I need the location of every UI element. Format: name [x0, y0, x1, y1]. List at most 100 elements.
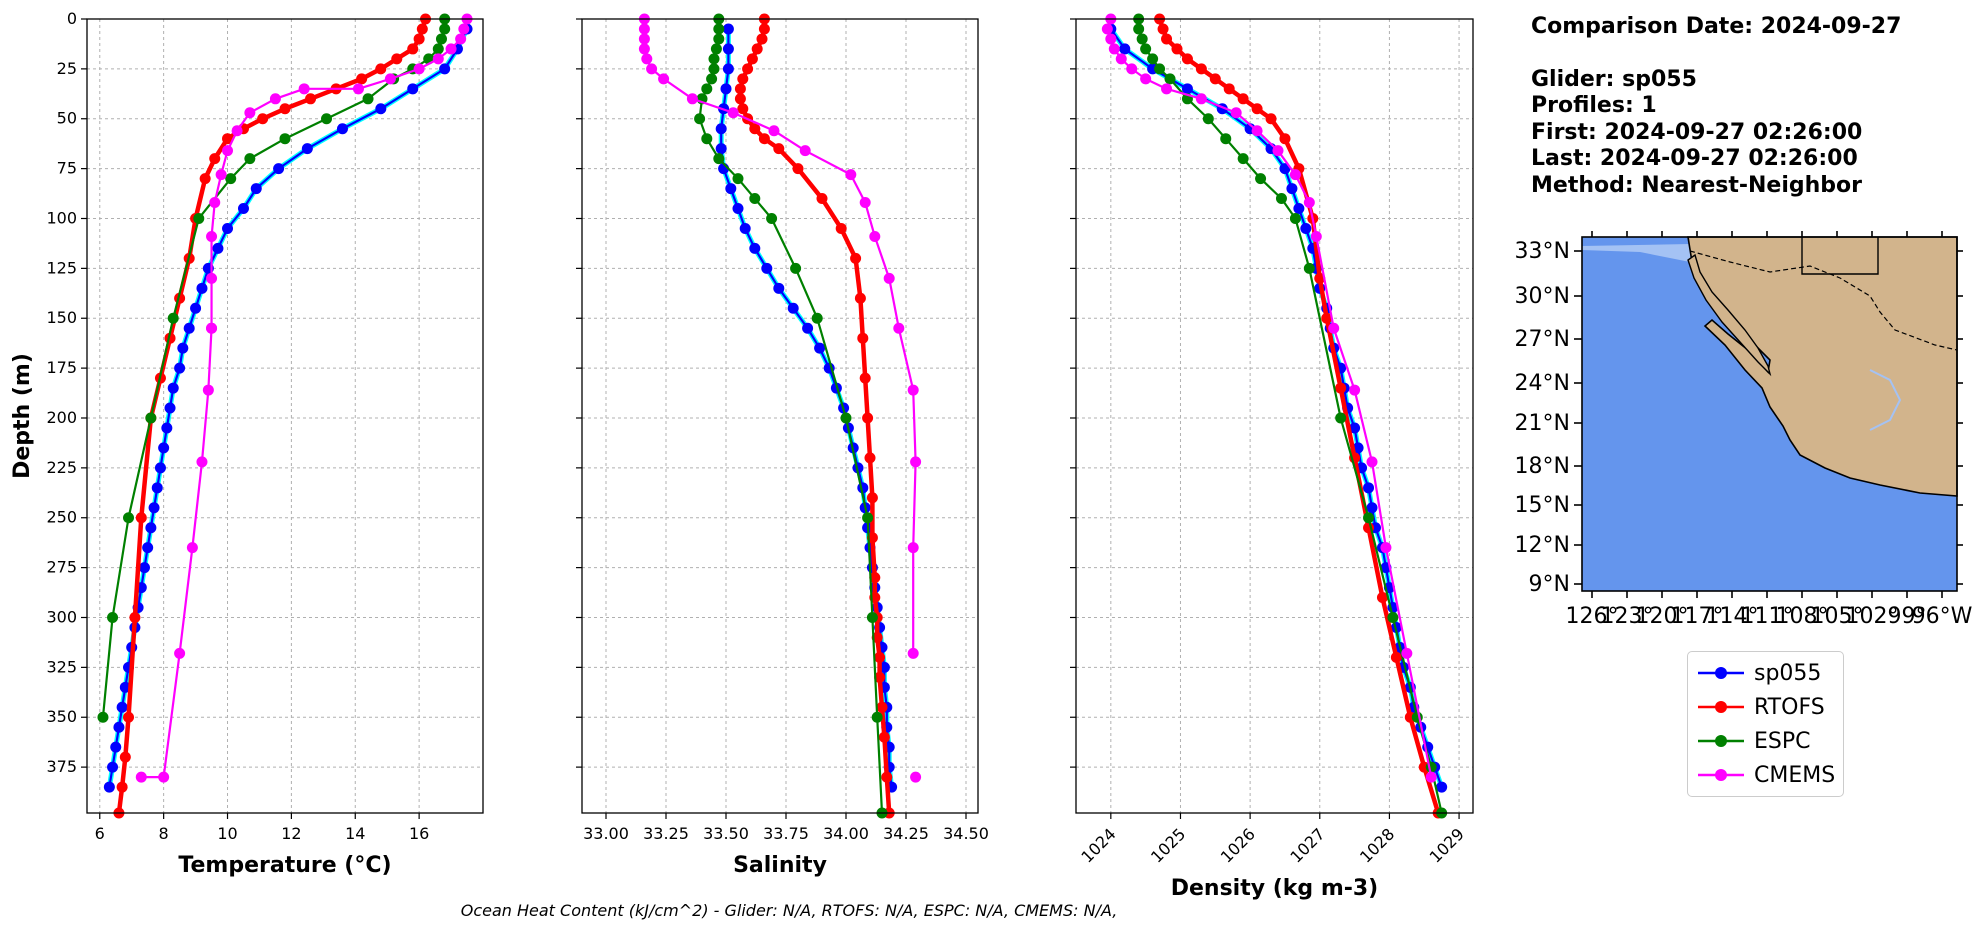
x-tick-label: 1024	[1077, 824, 1119, 866]
series-point	[222, 145, 234, 157]
series-point	[773, 282, 785, 294]
series-point	[1279, 133, 1291, 145]
series-point	[116, 781, 128, 793]
series-point	[840, 412, 852, 424]
series-point	[694, 113, 706, 125]
series-point	[907, 647, 919, 659]
series-point	[742, 63, 754, 75]
series-point	[193, 212, 205, 224]
y-tick-label: 325	[46, 657, 77, 676]
map-lon-label: 117°	[1671, 604, 1724, 629]
series-point	[1286, 183, 1298, 195]
series-point	[413, 63, 425, 75]
series-point	[1303, 262, 1315, 274]
y-tick-label: 275	[46, 558, 77, 577]
x-tick-label: 34.50	[943, 824, 989, 843]
series-point	[799, 145, 811, 157]
series-point	[686, 93, 698, 105]
glider-name: Glider: sp055	[1531, 66, 1697, 92]
series-point	[206, 322, 218, 334]
series-point	[768, 125, 780, 137]
series-point	[237, 203, 249, 215]
series-point	[158, 442, 170, 454]
x-tick-label: 1028	[1356, 824, 1398, 866]
map-lat-label: 9°N	[1529, 572, 1570, 597]
series-point	[658, 73, 670, 85]
series-point	[1328, 322, 1340, 334]
series-point	[1230, 107, 1242, 119]
series-point	[811, 312, 823, 324]
series-point	[708, 63, 720, 75]
series-point	[749, 123, 761, 135]
series-point	[1195, 93, 1207, 105]
x-tick-label: 33.00	[583, 824, 629, 843]
legend-entry-cmems: CMEMS	[1696, 758, 1835, 792]
series-point	[1223, 83, 1235, 95]
map-lon-label: 123°	[1601, 604, 1654, 629]
series-point	[107, 761, 119, 773]
series-point	[1119, 43, 1131, 55]
map-lon-label: 96°W	[1912, 604, 1973, 629]
series-point	[177, 342, 189, 354]
series-point	[445, 43, 457, 55]
series-point	[734, 93, 746, 105]
series-point	[97, 711, 109, 723]
y-tick-label: 350	[46, 707, 77, 726]
y-axis-label: Depth (m)	[10, 353, 35, 479]
series-point	[1314, 272, 1326, 284]
info-box: Comparison Date: 2024-09-27 Glider: sp05…	[1531, 14, 1901, 199]
x-tick-label: 1026	[1217, 824, 1259, 866]
series-point	[792, 163, 804, 175]
series-point	[1126, 63, 1138, 75]
series-point	[1181, 53, 1193, 65]
series-point	[145, 412, 157, 424]
y-tick-label: 0	[67, 9, 77, 28]
series-point	[186, 542, 198, 554]
series-point	[250, 183, 262, 195]
series-point	[1425, 771, 1437, 783]
x-tick-label: 34.25	[883, 824, 929, 843]
series-point	[362, 93, 374, 105]
series-point	[1115, 53, 1127, 65]
series-point	[1401, 647, 1413, 659]
series-point	[802, 322, 814, 334]
legend-label: sp055	[1754, 660, 1822, 686]
series-point	[638, 33, 650, 45]
x-tick-label: 33.75	[763, 824, 809, 843]
series-point	[732, 173, 744, 185]
legend-label: ESPC	[1754, 728, 1811, 754]
map-border	[1801, 237, 1879, 275]
legend-marker	[1698, 769, 1744, 781]
y-tick-label: 50	[57, 109, 77, 128]
map-lat-label: 24°N	[1515, 371, 1570, 396]
x-tick-label: 33.25	[643, 824, 689, 843]
x-tick-label: 16	[409, 824, 429, 843]
series-point	[907, 542, 919, 554]
y-tick-label: 125	[46, 258, 77, 277]
map-lon-label: 108°	[1776, 604, 1829, 629]
series-point	[866, 492, 878, 504]
y-tick-label: 250	[46, 508, 77, 527]
legend-marker	[1698, 667, 1744, 679]
y-tick-label: 100	[46, 208, 77, 227]
series-point	[269, 93, 281, 105]
x-tick-label: 6	[95, 824, 105, 843]
series-point	[206, 230, 218, 242]
series-point	[1220, 133, 1232, 145]
series-point	[814, 342, 826, 354]
series-point	[1289, 169, 1301, 181]
series-point	[161, 422, 173, 434]
series-point	[835, 222, 847, 234]
legend-label: CMEMS	[1754, 762, 1836, 788]
series-point	[1195, 63, 1207, 75]
temperature-panel: 6 8 10 12 14 16 0 25 50 75 100 125 150 175 200 225 250 27…	[10, 9, 484, 878]
series-point	[1161, 83, 1173, 95]
series-point	[758, 23, 770, 35]
series-point	[148, 502, 160, 514]
series-point	[174, 362, 186, 374]
y-tick-label: 375	[46, 757, 77, 776]
y-tick-label: 300	[46, 607, 77, 626]
series-point	[110, 741, 122, 753]
series-point	[859, 197, 871, 209]
y-tick-label: 175	[46, 358, 77, 377]
